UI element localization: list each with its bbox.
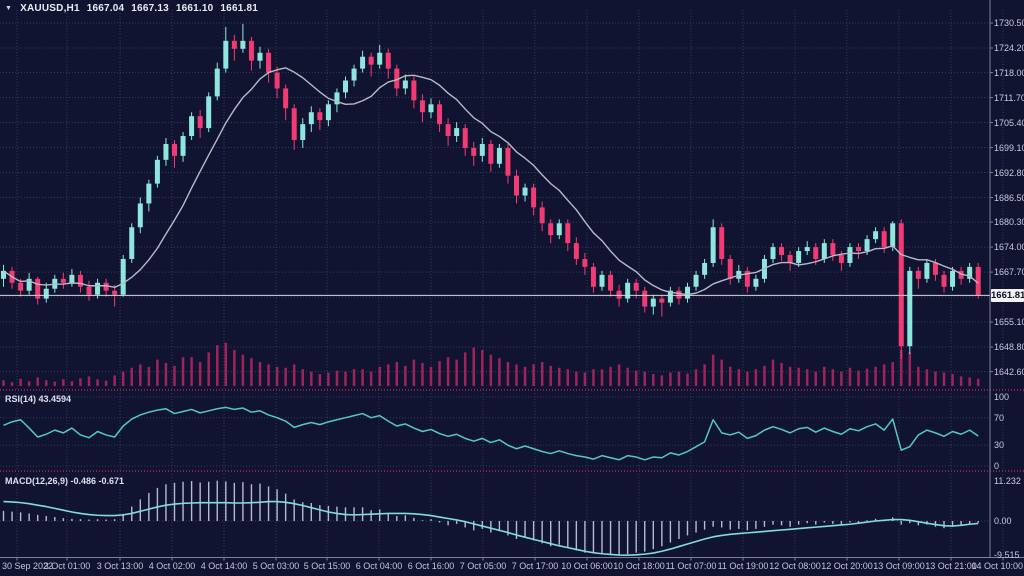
price-axis-label: 1655.10 [994, 317, 1024, 328]
collapse-icon[interactable]: ▼ [5, 5, 13, 12]
macd-zero-label: 0.00 [994, 516, 1012, 526]
time-axis-label: 3 Oct 13:00 [96, 561, 144, 571]
bar-close-value: 1661.81 [220, 3, 258, 14]
time-axis-label: 3 Oct 01:00 [43, 561, 91, 571]
price-axis-label: 1718.00 [994, 67, 1024, 78]
time-axis-label: 4 Oct 14:00 [200, 561, 248, 571]
time-axis-label: 10 Oct 18:00 [613, 561, 665, 571]
current-price-tag: 1661.81 [991, 288, 1024, 302]
macd-scale-label: 11.232 [994, 475, 1021, 486]
time-axis-label: 6 Oct 04:00 [355, 561, 403, 571]
time-axis-label: 6 Oct 16:00 [407, 561, 455, 571]
price-axis-label: 1730.50 [994, 18, 1024, 28]
time-axis-label: 11 Oct 07:00 [665, 561, 717, 571]
rsi-level-label: 100 [994, 392, 1010, 402]
price-axis-label: 1692.80 [994, 167, 1024, 178]
price-axis-label: 1711.70 [994, 92, 1024, 103]
time-axis-label: 7 Oct 05:00 [459, 561, 507, 571]
chart-header: ▼ XAUUSD,H1 1667.04 1667.13 1661.10 1661… [5, 3, 258, 14]
price-axis-label: 1667.70 [994, 267, 1024, 278]
rsi-level-label: 30 [994, 440, 1005, 451]
bar-open-value: 1667.04 [86, 3, 125, 14]
macd-indicator-label: MACD(12,26,9) -0.486 -0.671 [5, 476, 125, 486]
symbol-period-label: XAUUSD,H1 [20, 3, 80, 14]
price-axis-label: 1699.10 [994, 142, 1024, 153]
rsi-level-label: 70 [994, 412, 1005, 423]
time-axis-label: 30 Sep 2022 [2, 561, 54, 571]
bar-low-value: 1661.10 [175, 3, 214, 14]
time-axis-label: 12 Oct 20:00 [821, 561, 873, 571]
time-axis-label: 5 Oct 15:00 [303, 561, 351, 571]
price-axis-label: 1686.50 [994, 192, 1024, 203]
price-axis-label: 1674.00 [994, 242, 1024, 253]
price-axis-label: 1642.60 [994, 366, 1024, 377]
time-axis-label: 11 Oct 19:00 [717, 561, 769, 571]
time-axis-label: 7 Oct 17:00 [511, 561, 559, 571]
bar-high-value: 1667.13 [131, 3, 169, 14]
time-axis-label: 14 Oct 10:00 [971, 561, 1023, 571]
price-axis-label: 1705.40 [994, 117, 1024, 128]
rsi-level-label: 0 [994, 461, 1000, 471]
time-axis-label: 10 Oct 06:00 [561, 561, 613, 571]
time-axis-label: 5 Oct 03:00 [252, 561, 300, 571]
macd-scale-label: -9.515 [994, 550, 1020, 561]
time-axis-label: 12 Oct 08:00 [769, 561, 821, 571]
rsi-indicator-label: RSI(14) 43.4594 [5, 394, 72, 404]
time-axis-label: 13 Oct 09:00 [873, 561, 925, 571]
time-axis-label: 4 Oct 02:00 [148, 561, 196, 571]
price-axis-label: 1680.30 [994, 217, 1024, 228]
price-axis-label: 1648.80 [994, 342, 1024, 353]
price-axis-label: 1724.20 [994, 42, 1024, 53]
time-axis-label: 13 Oct 21:00 [925, 561, 977, 571]
